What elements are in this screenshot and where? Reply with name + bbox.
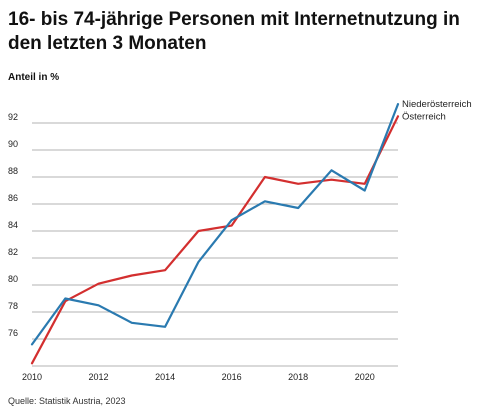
y-tick-label: 92 <box>8 112 18 122</box>
y-tick-label: 78 <box>8 301 18 311</box>
x-tick-label: 2020 <box>355 372 375 382</box>
y-tick-label: 88 <box>8 166 18 176</box>
x-tick-label: 2014 <box>155 372 175 382</box>
series-line-niederoesterreich <box>30 102 400 346</box>
x-tick-label: 2016 <box>222 372 242 382</box>
x-tick-label: 2012 <box>89 372 109 382</box>
source-note: Quelle: Statistik Austria, 2023 <box>8 396 126 406</box>
y-tick-label: 90 <box>8 139 18 149</box>
y-tick-label: 76 <box>8 328 18 338</box>
chart-title: 16- bis 74-jährige Personen mit Internet… <box>8 9 460 54</box>
y-tick-label: 86 <box>8 193 18 203</box>
grid-lines <box>32 122 398 367</box>
y-tick-label: 80 <box>8 274 18 284</box>
x-tick-label: 2018 <box>288 372 308 382</box>
y-tick-label: 82 <box>8 247 18 257</box>
series-line-oesterreich <box>30 115 400 365</box>
series-lines <box>30 102 400 365</box>
x-tick-label: 2010 <box>22 372 42 382</box>
x-tick-labels: 2010 2012 2014 2016 2018 2020 <box>22 372 375 382</box>
y-axis-label: Anteil in % <box>8 72 60 83</box>
y-tick-label: 84 <box>8 220 18 230</box>
series-label: Österreich <box>402 111 446 122</box>
y-tick-labels: 76 78 80 82 84 86 88 90 92 <box>8 112 18 338</box>
series-label: Niederösterreich <box>402 99 472 110</box>
